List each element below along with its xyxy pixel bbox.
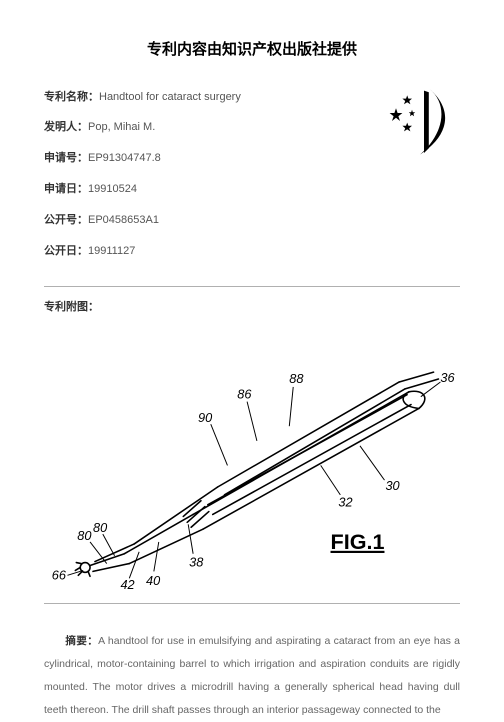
ref-numeral: 30 (385, 478, 399, 493)
meta-label: 公开号： (44, 214, 88, 226)
ref-numeral: 80 (93, 520, 107, 535)
meta-value: Handtool for cataract surgery (99, 91, 241, 103)
ref-numeral: 80 (77, 528, 91, 543)
abstract-text: A handtool for use in emulsifying and as… (44, 635, 460, 716)
meta-value: EP0458653A1 (88, 214, 159, 226)
meta-label: 申请号： (44, 152, 88, 164)
meta-label: 公开日： (44, 245, 88, 257)
ref-numeral: 88 (289, 371, 304, 386)
attachment-label: 专利附图： (44, 297, 460, 318)
meta-row-pubdate: 公开日：19911127 (44, 241, 460, 262)
meta-row-appdate: 申请日：19910524 (44, 179, 460, 200)
meta-row-pubno: 公开号：EP0458653A1 (44, 210, 460, 231)
meta-label: 专利名称： (44, 91, 99, 103)
ref-numeral: 40 (146, 573, 160, 588)
abstract-block: 摘要：A handtool for use in emulsifying and… (44, 630, 460, 722)
publisher-logo (380, 81, 460, 161)
meta-value: 19910524 (88, 183, 137, 195)
metadata-block: 专利名称：Handtool for cataract surgery 发明人：P… (44, 87, 460, 287)
ref-numeral: 42 (120, 577, 134, 592)
ref-numeral: 32 (338, 494, 352, 509)
page-title: 专利内容由知识产权出版社提供 (44, 36, 460, 65)
meta-label: 发明人： (44, 121, 88, 133)
patent-figure: 88 86 90 30 32 36 38 40 42 80 80 66 FIG.… (44, 324, 460, 604)
ref-numeral: 86 (237, 386, 252, 401)
ref-numeral: 36 (440, 370, 455, 385)
abstract-label: 摘要： (65, 635, 98, 647)
ref-numeral: 38 (189, 554, 204, 569)
meta-label: 申请日： (44, 183, 88, 195)
figure-caption: FIG.1 (331, 529, 385, 554)
meta-value: 19911127 (88, 245, 135, 257)
ref-numeral: 66 (52, 567, 67, 582)
meta-value: EP91304747.8 (88, 152, 161, 164)
meta-value: Pop, Mihai M. (88, 121, 155, 133)
ref-numeral: 90 (198, 410, 212, 425)
